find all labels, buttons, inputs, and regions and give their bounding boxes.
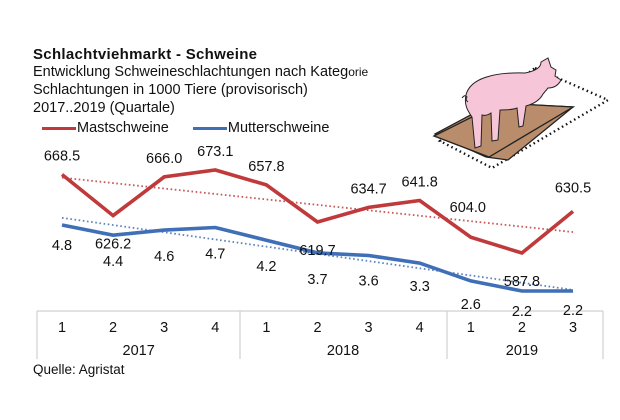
x-tick-label: 1	[58, 320, 66, 336]
x-tick-label: 2	[109, 320, 117, 336]
chart-title: Schlachtviehmarkt - Schweine	[33, 46, 258, 63]
data-label: 657.8	[248, 159, 284, 175]
legend-item-mutterschweine: Mutterschweine	[192, 120, 330, 136]
x-group-label: 2017	[123, 343, 155, 359]
pig-tail	[461, 95, 469, 103]
data-label: 630.5	[555, 180, 591, 196]
data-label: 4.7	[205, 247, 225, 263]
x-group-label: 2018	[327, 343, 359, 359]
x-tick-label: 3	[569, 320, 577, 336]
data-label: 2.2	[512, 304, 532, 320]
subtitle-tail-text: orie	[348, 65, 369, 79]
legend-swatch-mutterschweine	[192, 126, 227, 130]
chart-subtitle-period: 2017..2019 (Quartale)	[33, 100, 175, 116]
data-label: 4.4	[103, 254, 123, 270]
data-label: 4.8	[52, 238, 72, 254]
data-label: 4.2	[256, 259, 276, 275]
legend-label-mutterschweine: Mutterschweine	[227, 120, 330, 136]
x-tick-label: 3	[365, 320, 373, 336]
data-label: 587.8	[504, 274, 540, 290]
data-labels: 668.5 626.2 666.0 673.1 657.8 619.7 634.7 641.8…	[44, 144, 591, 320]
mat-base	[432, 102, 576, 158]
data-label: 4.6	[154, 249, 174, 265]
x-tick-label: 4	[416, 320, 424, 336]
data-label: 2.6	[461, 297, 481, 313]
data-label: 641.8	[402, 174, 438, 190]
x-group-label: 2019	[506, 343, 538, 359]
legend: Mastschweine Mutterschweine	[42, 120, 353, 136]
x-tick-label: 4	[211, 320, 219, 336]
source-note: Quelle: Agristat	[33, 362, 125, 377]
data-label: 3.6	[359, 273, 379, 289]
trendlines	[61, 176, 574, 291]
series-line-mastschweine	[60, 168, 575, 256]
data-label: 2.2	[563, 303, 583, 319]
pig-on-mat-icon	[432, 57, 611, 170]
data-label: 666.0	[146, 151, 182, 167]
subtitle-main-text: Entwicklung Schweineschlachtungen nach K…	[33, 64, 349, 80]
legend-label-mastschweine: Mastschweine	[77, 120, 169, 136]
chart-subtitle-category: Entwicklung Schweineschlachtungen nach K…	[33, 64, 368, 80]
x-tick-label: 1	[467, 320, 475, 336]
x-tick-label: 1	[262, 320, 270, 336]
data-label: 3.3	[410, 279, 430, 295]
x-tick-label: 2	[518, 320, 526, 336]
data-label: 668.5	[44, 148, 80, 164]
x-group-labels: 2017 2018 2019	[123, 343, 539, 359]
data-label: 604.0	[450, 200, 486, 216]
chart-subtitle-unit: Schlachtungen in 1000 Tiere (provisorisc…	[33, 82, 308, 98]
data-label: 634.7	[350, 181, 386, 197]
data-label: 626.2	[95, 237, 131, 253]
x-tick-labels: 1 2 3 4 1 2 3 4 1 2 3	[58, 320, 577, 336]
series-lines	[60, 168, 575, 293]
x-axis	[36, 310, 604, 359]
pig-body	[464, 57, 562, 149]
data-label: 619.7	[299, 243, 335, 259]
legend-swatch-mastschweine	[42, 126, 76, 130]
data-label: 3.7	[307, 272, 327, 288]
x-tick-label: 3	[160, 320, 168, 336]
x-tick-label: 2	[313, 320, 321, 336]
data-label: 673.1	[197, 144, 233, 160]
mat-shadow-outline	[437, 66, 611, 170]
legend-item-mastschweine: Mastschweine	[42, 120, 169, 136]
trendline-mastschweine	[61, 176, 574, 233]
